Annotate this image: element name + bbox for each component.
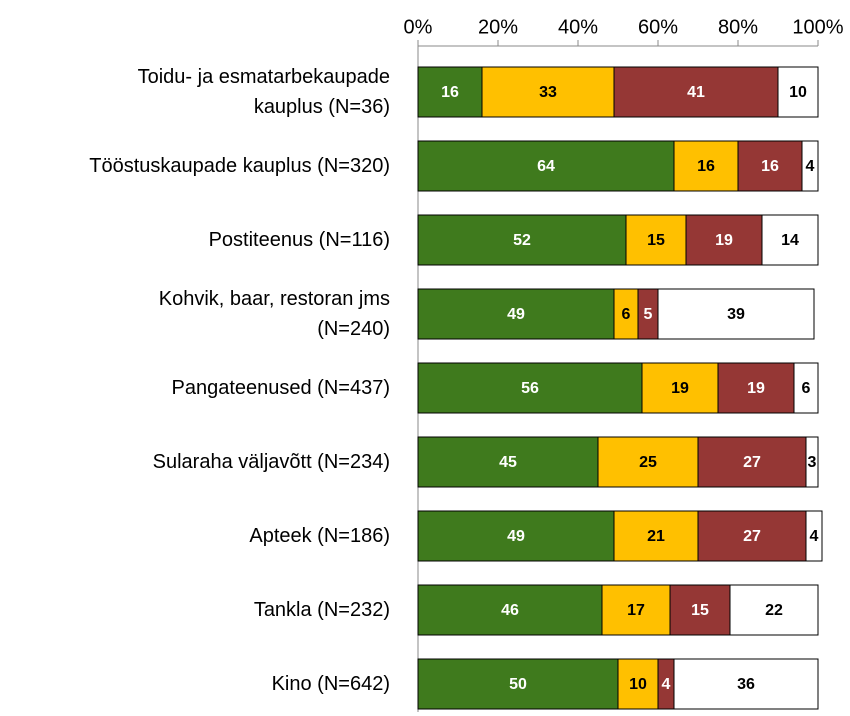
bar-segment [641, 362, 719, 414]
data-label: 52 [513, 232, 531, 249]
category-label: Postiteenus (N=116) [208, 229, 390, 251]
data-label: 15 [691, 602, 709, 619]
data-label: 22 [765, 602, 783, 619]
data-label: 6 [802, 380, 811, 397]
bar-segment [481, 66, 615, 118]
data-label: 33 [539, 84, 557, 101]
bar-segment [613, 510, 699, 562]
data-label: 64 [537, 158, 555, 175]
x-tick-label: 100% [792, 16, 843, 38]
data-label: 17 [627, 602, 645, 619]
bar-segment [617, 658, 659, 710]
data-label: 45 [499, 454, 517, 471]
category-label: Tööstuskaupade kauplus (N=320) [89, 155, 390, 177]
bar-segment [777, 66, 819, 118]
category-label: Tankla (N=232) [253, 599, 390, 621]
category-label: Pangateenused (N=437) [171, 377, 391, 399]
data-label: 4 [810, 528, 819, 545]
x-tick-label: 40% [558, 16, 598, 38]
bar-segment [697, 436, 807, 488]
data-label: 10 [629, 676, 647, 693]
bar-segment [801, 140, 819, 192]
bar-segment [417, 140, 675, 192]
data-label: 15 [647, 232, 665, 249]
bar-segment [417, 362, 643, 414]
data-label: 10 [789, 84, 807, 101]
bar-segment [697, 510, 807, 562]
data-label: 49 [507, 528, 525, 545]
bar-segment [673, 658, 819, 710]
data-label: 56 [521, 380, 539, 397]
data-label: 4 [662, 676, 671, 693]
data-label: 41 [687, 84, 705, 101]
bar-segment [597, 436, 699, 488]
x-tick-label: 80% [718, 16, 758, 38]
category-label: Apteek (N=186) [249, 525, 390, 547]
data-label: 6 [622, 306, 631, 323]
data-label: 36 [737, 676, 755, 693]
bar-segment [717, 362, 795, 414]
bar-segment [417, 436, 599, 488]
data-label: 46 [501, 602, 519, 619]
bar-segment [657, 288, 815, 340]
data-label: 16 [761, 158, 779, 175]
category-label: Toidu- ja esmatarbekaupade kauplus (N=36… [137, 66, 390, 118]
data-label: 5 [644, 306, 653, 323]
x-tick-label: 20% [478, 16, 518, 38]
data-label: 25 [639, 454, 657, 471]
bar-segment [613, 288, 639, 340]
bar-segment [729, 584, 819, 636]
data-label: 16 [441, 84, 459, 101]
data-label: 27 [743, 528, 761, 545]
bar-segment [625, 214, 687, 266]
data-label: 27 [743, 454, 761, 471]
data-label: 39 [727, 306, 745, 323]
bar-segment [417, 288, 615, 340]
bar-segment [417, 584, 603, 636]
data-label: 19 [715, 232, 733, 249]
bar-segment [805, 510, 823, 562]
data-label: 3 [808, 454, 817, 471]
bar-segment [761, 214, 819, 266]
bar-segment [805, 436, 819, 488]
bar-segment [417, 510, 615, 562]
data-label: 19 [747, 380, 765, 397]
category-label: Kohvik, baar, restoran jms (N=240) [158, 288, 390, 340]
bar-segment [685, 214, 763, 266]
bar-segment [793, 362, 819, 414]
bar-segment [673, 140, 739, 192]
bar-segment [417, 658, 619, 710]
data-label: 21 [647, 528, 665, 545]
category-label: Sularaha väljavõtt (N=234) [152, 451, 390, 473]
x-tick-label: 60% [638, 16, 678, 38]
data-label: 19 [671, 380, 689, 397]
category-label: Kino (N=642) [271, 673, 390, 695]
x-tick-label: 0% [404, 16, 433, 38]
data-label: 50 [509, 676, 527, 693]
bar-segment [417, 214, 627, 266]
data-label: 16 [697, 158, 715, 175]
bar-segment [669, 584, 731, 636]
data-label: 49 [507, 306, 525, 323]
data-label: 4 [806, 158, 815, 175]
data-label: 14 [781, 232, 799, 249]
